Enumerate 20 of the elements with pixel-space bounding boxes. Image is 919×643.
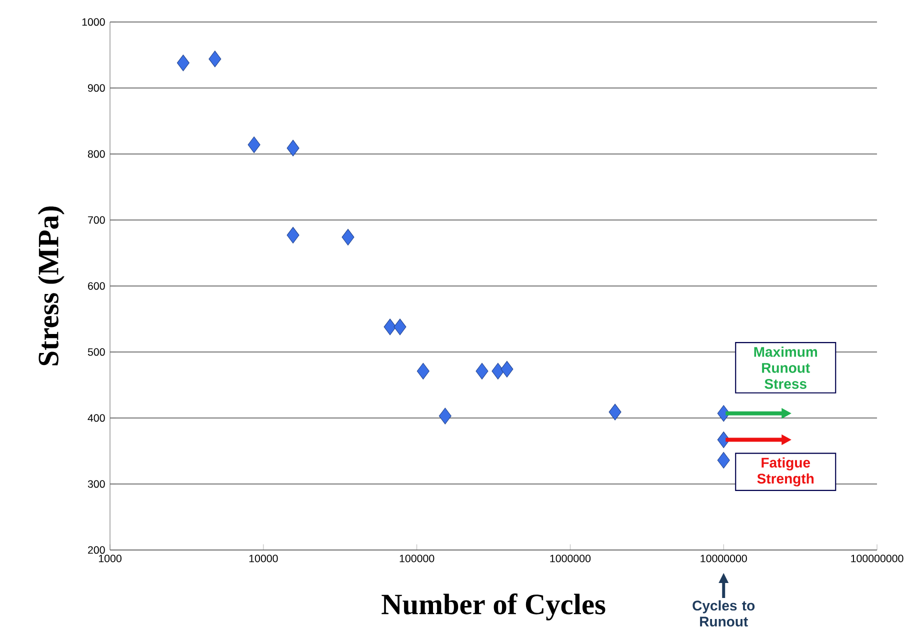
y-tick-label: 700 — [88, 216, 105, 224]
x-tick-label: 100000000 — [851, 554, 904, 562]
y-tick-label: 500 — [88, 348, 105, 356]
annotation: Maximum Runout Stress — [754, 346, 818, 389]
y-tick-label: 400 — [88, 414, 105, 422]
x-tick-label: 1000000 — [550, 554, 591, 562]
y-tick-label: 200 — [88, 546, 105, 554]
x-tick-label: 10000 — [249, 554, 278, 562]
annotation: Fatigue Strength — [757, 457, 814, 486]
x-tick-label: 100000 — [400, 554, 434, 562]
y-tick-label: 1000 — [82, 18, 105, 26]
x-axis-title: Number of Cycles — [382, 593, 606, 620]
y-tick-label: 300 — [88, 480, 105, 488]
x-tick-label: 10000000 — [700, 554, 747, 562]
y-tick-label: 600 — [88, 282, 105, 290]
y-tick-label: 900 — [88, 84, 105, 92]
text: Cycles to Runout — [692, 600, 755, 627]
y-axis-title: Stress (MPa) — [38, 206, 64, 366]
x-tick-label: 1000 — [98, 554, 122, 562]
y-tick-label: 800 — [88, 150, 105, 158]
